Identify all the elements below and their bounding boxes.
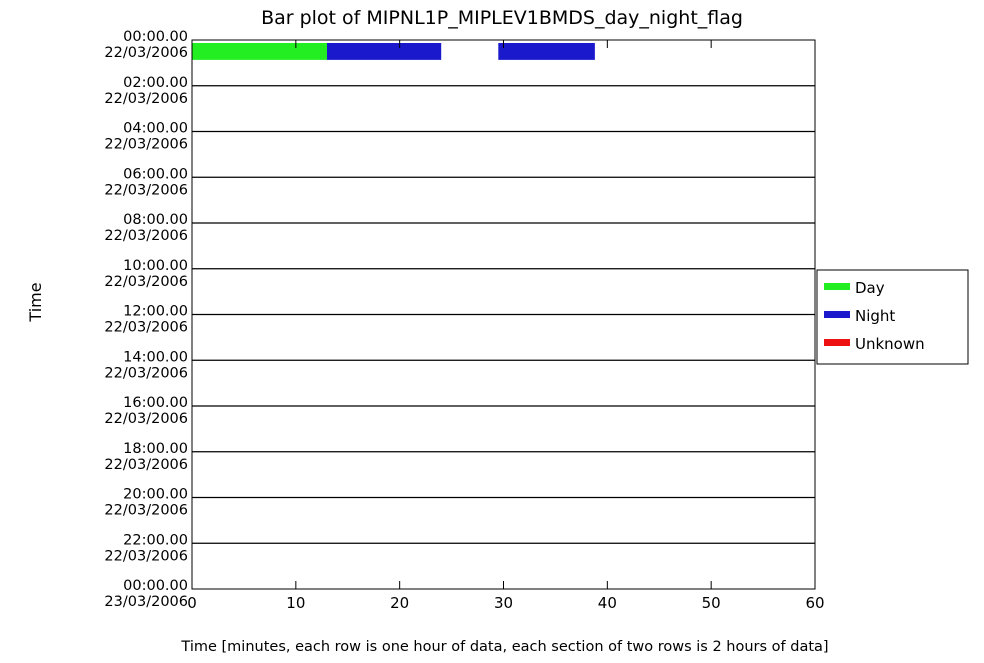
- y-tick-time: 04:00.00: [123, 121, 188, 137]
- bar-segment-day: [192, 43, 327, 60]
- legend-swatch-day: [824, 283, 850, 290]
- chart-title: Bar plot of MIPNL1P_MIPLEV1BMDS_day_nigh…: [261, 7, 743, 29]
- y-tick-date: 22/03/2006: [104, 274, 188, 290]
- legend-label-day: Day: [855, 279, 885, 297]
- y-tick-date: 22/03/2006: [104, 182, 188, 198]
- legend-swatch-unknown: [824, 339, 850, 346]
- y-tick-date: 22/03/2006: [104, 137, 188, 153]
- y-tick-time: 12:00.00: [123, 304, 188, 320]
- y-tick-date: 22/03/2006: [104, 548, 188, 564]
- bar-segment-night: [326, 43, 442, 60]
- y-tick-time: 02:00.00: [123, 75, 188, 91]
- y-tick-time: 06:00.00: [123, 166, 188, 182]
- x-tick-label: 60: [805, 594, 824, 612]
- y-axis-label: Time: [26, 282, 45, 322]
- y-tick-date: 22/03/2006: [104, 228, 188, 244]
- y-axis-ticks: 00:00.0022/03/200602:00.0022/03/200604:0…: [104, 29, 188, 610]
- grid-lines: [192, 85, 815, 544]
- x-tick-label: 0: [187, 594, 197, 612]
- y-tick-date: 22/03/2006: [104, 365, 188, 381]
- legend: Day Night Unknown: [816, 269, 969, 365]
- y-tick-time: 00:00.00: [123, 29, 188, 45]
- y-tick-date: 22/03/2006: [104, 503, 188, 519]
- x-tick-label: 20: [390, 594, 409, 612]
- x-tick-label: 10: [286, 594, 305, 612]
- y-tick-date: 23/03/2006: [104, 594, 188, 610]
- y-tick-time: 16:00.00: [123, 395, 188, 411]
- data-segments: [192, 43, 595, 60]
- y-tick-date: 22/03/2006: [104, 320, 188, 336]
- y-tick-time: 10:00.00: [123, 258, 188, 274]
- x-axis-ticks: 0 10 20 30 40 50 60: [187, 40, 825, 612]
- y-tick-date: 22/03/2006: [104, 457, 188, 473]
- y-tick-time: 22:00.00: [123, 532, 188, 548]
- bar-segment-night: [498, 43, 595, 60]
- y-tick-time: 14:00.00: [123, 349, 188, 365]
- legend-label-unknown: Unknown: [855, 335, 925, 353]
- x-axis-label: Time [minutes, each row is one hour of d…: [180, 639, 828, 655]
- y-tick-date: 22/03/2006: [104, 45, 188, 61]
- legend-label-night: Night: [855, 307, 895, 325]
- y-tick-time: 00:00.00: [123, 578, 188, 594]
- y-tick-time: 20:00.00: [123, 487, 188, 503]
- y-tick-date: 22/03/2006: [104, 91, 188, 107]
- x-tick-label: 50: [702, 594, 721, 612]
- x-tick-label: 40: [598, 594, 617, 612]
- y-tick-date: 22/03/2006: [104, 411, 188, 427]
- x-tick-label: 30: [494, 594, 513, 612]
- y-tick-time: 08:00.00: [123, 212, 188, 228]
- legend-swatch-night: [824, 311, 850, 318]
- y-tick-time: 18:00.00: [123, 441, 188, 457]
